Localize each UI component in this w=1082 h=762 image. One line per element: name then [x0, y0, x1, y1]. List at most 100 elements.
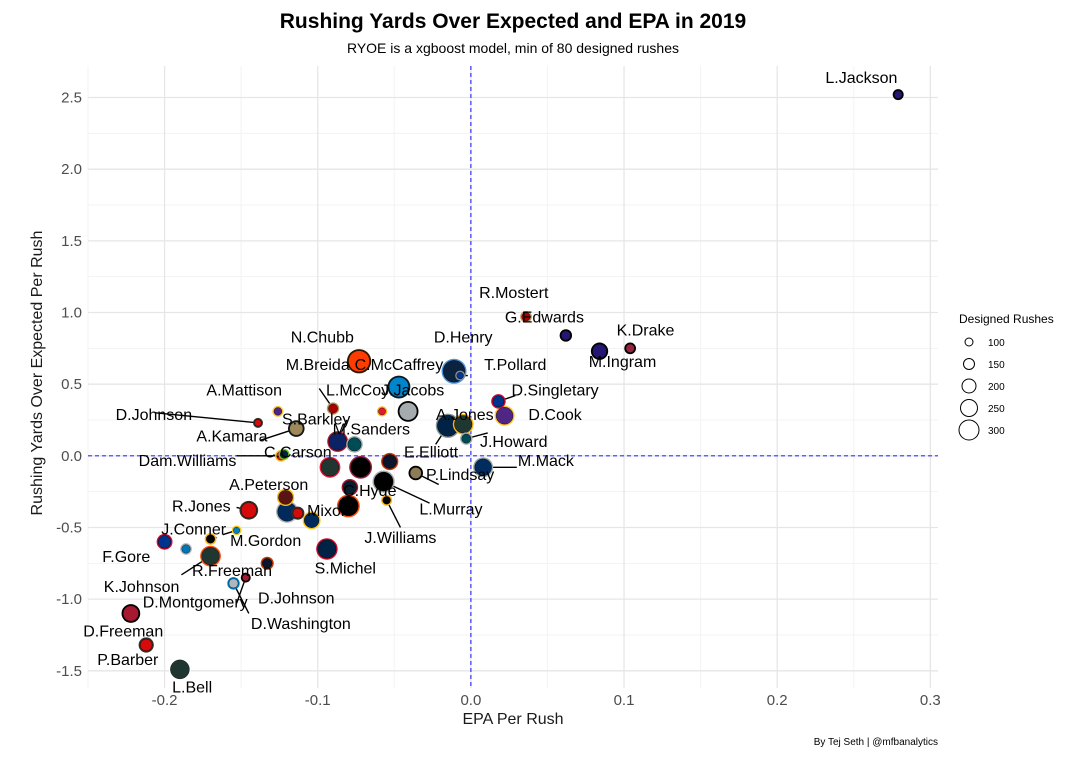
- data-point-l-mccoy: [378, 407, 386, 416]
- data-point-l-bell: [170, 659, 190, 680]
- data-point-j-williams: [382, 496, 391, 505]
- legend-size-circle: [961, 378, 977, 394]
- data-point-d-freeman: [122, 605, 139, 622]
- point-label: R.Jones: [172, 499, 231, 516]
- point-label: G.Edwards: [505, 310, 584, 327]
- data-point-m-mack: [474, 458, 492, 476]
- legend-size-circle: [964, 337, 974, 347]
- data-point-f-gore: [350, 457, 371, 478]
- legend-size-circle: [960, 399, 978, 417]
- data-point-s-barkley: [328, 432, 347, 451]
- chart-title: Rushing Yards Over Expected and EPA in 2…: [280, 10, 746, 33]
- y-tick-label: 0.5: [61, 376, 82, 393]
- data-point-d-singletary: [492, 395, 505, 408]
- x-tick-label: 0.1: [614, 692, 635, 709]
- x-tick-label: 0.0: [460, 692, 481, 709]
- data-point-c-carson: [279, 450, 289, 459]
- data-point-m-sanders: [347, 437, 362, 452]
- point-label: F.Gore: [102, 549, 150, 566]
- data-point-l-jackson: [894, 90, 903, 99]
- data-point-d-johnson: [254, 419, 262, 427]
- point-label: D.Johnson: [258, 590, 335, 607]
- legend-size-label: 150: [988, 360, 1005, 371]
- data-point-k-drake: [625, 343, 635, 353]
- point-label: M.Mack: [518, 453, 575, 470]
- data-point-f-gore2: [158, 535, 172, 549]
- y-tick-label: -0.5: [56, 519, 82, 536]
- point-label: N.Chubb: [291, 330, 354, 347]
- point-label: J.Howard: [480, 434, 548, 451]
- data-point-l-murray: [373, 471, 394, 492]
- y-tick-label: 0.0: [61, 448, 82, 465]
- data-point-j-howard: [461, 433, 472, 444]
- y-tick-label: 2.0: [61, 161, 82, 178]
- point-label: M.Ingram: [589, 354, 657, 371]
- point-label: A.Mattison: [206, 383, 282, 400]
- data-point-g-edwards: [561, 330, 571, 341]
- point-label: M.Gordon: [230, 533, 301, 550]
- point-label: M.Breida: [286, 357, 350, 374]
- reference-lines: [88, 66, 938, 688]
- point-label: D.Washington: [251, 616, 351, 633]
- legend-size-circle: [963, 358, 975, 370]
- data-point-p-lindsay: [409, 467, 422, 479]
- data-point-a-peterson: [278, 490, 293, 505]
- data-point-dal-cook: [382, 454, 397, 469]
- chart-caption: By Tej Seth | @mfbanalytics: [814, 737, 938, 748]
- data-point-m-gordon: [304, 512, 320, 528]
- data-point-a-mattison: [273, 407, 283, 416]
- legend-size-circle: [958, 419, 980, 441]
- data-point-k-johnson2: [181, 544, 191, 554]
- point-label: K.Drake: [617, 322, 675, 339]
- point-label: D.Cook: [528, 407, 582, 424]
- y-tick-label: 2.5: [61, 90, 82, 107]
- point-label: L.McCoy: [326, 383, 389, 400]
- point-label: M.Sanders: [333, 421, 410, 438]
- point-label: D.Montgomery: [143, 595, 248, 612]
- data-point-c-mccaffrey: [388, 376, 409, 398]
- point-label: C.McCaffrey: [355, 357, 444, 374]
- point-label: J.Jacobs: [381, 383, 444, 400]
- data-point-n-chubb: [348, 350, 370, 372]
- x-tick-label: -0.2: [152, 692, 178, 709]
- data-point-j-jacobs: [399, 402, 418, 421]
- point-label: S.Michel: [315, 560, 376, 577]
- point-label: C.Carson: [264, 444, 332, 461]
- point-label: T.Pollard: [484, 357, 546, 374]
- data-points: [121, 89, 904, 681]
- point-label: C.Hyde: [343, 483, 396, 500]
- point-label: A.Jones: [436, 407, 494, 424]
- point-label: Dam.Williams: [139, 453, 237, 470]
- point-label: Mixon: [307, 503, 350, 520]
- plot-background: [87, 66, 938, 688]
- point-label: A.Peterson: [229, 477, 308, 494]
- data-point-a-kamara: [289, 421, 304, 436]
- x-axis: -0.2 -0.1 0.0 0.1 0.2 0.3: [152, 692, 941, 709]
- point-labels: L.Jackson R.Mostert G.Edwards K.Drake M.Ingr…: [83, 70, 897, 696]
- legend-size-label: 250: [988, 404, 1005, 415]
- data-point-m-ingram: [592, 343, 607, 359]
- chart-subtitle: RYOE is a xgboost model, min of 80 desig…: [347, 40, 679, 56]
- point-label: J.Williams: [364, 530, 436, 547]
- data-point-r-mostert: [521, 312, 531, 322]
- data-point-a-jones: [454, 415, 473, 434]
- point-label: D.Henry: [434, 330, 493, 347]
- point-label: L.Jackson: [825, 70, 897, 87]
- x-axis-title: EPA Per Rush: [462, 711, 563, 728]
- x-tick-label: 0.2: [767, 692, 788, 709]
- point-label: A.Kamara: [196, 428, 267, 445]
- point-label: L.Murray: [419, 502, 482, 519]
- data-point-d-washington: [228, 578, 239, 589]
- data-point-j-conner: [206, 534, 215, 544]
- point-label: E.Elliott: [404, 444, 459, 461]
- point-label: J.Conner: [161, 522, 227, 539]
- size-legend: Designed Rushes 100 150 200 250 300: [958, 312, 1054, 441]
- data-point-s-michel: [317, 539, 337, 559]
- y-axis: -1.5 -1.0 -0.5 0.0 0.5 1.0 1.5 2.0 2.5: [56, 90, 82, 680]
- legend-size-label: 100: [988, 338, 1005, 349]
- data-point-k-johnson: [320, 458, 339, 477]
- legend-title: Designed Rushes: [959, 312, 1054, 326]
- point-label: P.Barber: [97, 652, 159, 669]
- point-label: R.Freeman: [192, 563, 272, 580]
